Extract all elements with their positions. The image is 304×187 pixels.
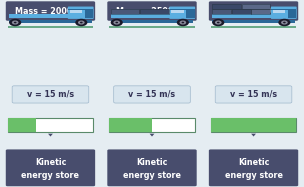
Text: Kinetic: Kinetic — [35, 158, 66, 167]
FancyBboxPatch shape — [209, 1, 298, 21]
Polygon shape — [48, 134, 53, 137]
FancyBboxPatch shape — [215, 86, 292, 103]
Bar — [211, 26, 296, 28]
Bar — [8, 118, 93, 132]
FancyBboxPatch shape — [107, 1, 197, 21]
FancyBboxPatch shape — [209, 149, 298, 186]
Bar — [111, 9, 140, 14]
Circle shape — [78, 20, 85, 24]
Bar — [109, 118, 195, 132]
Circle shape — [180, 20, 186, 24]
Bar — [109, 26, 195, 28]
FancyBboxPatch shape — [114, 86, 190, 103]
Bar — [288, 10, 296, 18]
Circle shape — [75, 19, 88, 26]
Circle shape — [113, 20, 120, 24]
Text: Kinetic: Kinetic — [238, 158, 269, 167]
Bar — [212, 20, 295, 23]
Text: energy store: energy store — [123, 171, 181, 180]
Text: Mass = 3000 kg: Mass = 3000 kg — [218, 7, 289, 16]
Bar — [70, 9, 82, 13]
Bar — [85, 10, 93, 18]
Bar — [140, 9, 169, 14]
Bar — [242, 4, 270, 9]
Bar — [212, 14, 276, 18]
Circle shape — [9, 19, 21, 26]
Bar — [109, 118, 152, 132]
FancyBboxPatch shape — [271, 7, 297, 19]
Bar — [211, 118, 296, 132]
Bar — [211, 118, 296, 132]
Bar — [212, 9, 231, 14]
Bar — [271, 9, 296, 10]
Bar — [186, 10, 195, 18]
Bar — [111, 9, 140, 14]
Text: v = 15 m/s: v = 15 m/s — [128, 90, 176, 99]
Text: energy store: energy store — [22, 171, 79, 180]
Circle shape — [278, 19, 291, 26]
Bar — [171, 9, 184, 13]
Circle shape — [177, 19, 189, 26]
Circle shape — [116, 22, 118, 23]
Text: Mass = 2000 kg: Mass = 2000 kg — [15, 7, 86, 16]
Text: v = 15 m/s: v = 15 m/s — [230, 90, 277, 99]
Bar — [140, 9, 169, 14]
Bar — [232, 9, 250, 14]
Bar — [9, 14, 73, 18]
Text: energy store: energy store — [225, 171, 282, 180]
Bar — [232, 9, 250, 14]
Circle shape — [181, 22, 184, 23]
Circle shape — [80, 22, 83, 23]
FancyBboxPatch shape — [169, 7, 195, 19]
FancyBboxPatch shape — [12, 86, 89, 103]
Bar — [8, 118, 36, 132]
Bar — [170, 9, 195, 10]
Bar — [251, 9, 270, 14]
Polygon shape — [251, 134, 256, 137]
Bar — [8, 26, 93, 28]
Circle shape — [111, 19, 123, 26]
Bar — [9, 20, 92, 23]
Circle shape — [217, 22, 219, 23]
Text: Kinetic: Kinetic — [136, 158, 168, 167]
Circle shape — [215, 20, 222, 24]
Circle shape — [283, 22, 286, 23]
FancyBboxPatch shape — [107, 149, 197, 186]
Bar — [212, 4, 241, 9]
Bar — [251, 9, 270, 14]
Bar — [273, 9, 285, 13]
Bar — [242, 4, 270, 9]
FancyBboxPatch shape — [68, 7, 94, 19]
Text: Mass = 2500 kg: Mass = 2500 kg — [116, 7, 188, 16]
FancyBboxPatch shape — [6, 149, 95, 186]
Polygon shape — [150, 134, 154, 137]
Circle shape — [12, 20, 19, 24]
Text: v = 15 m/s: v = 15 m/s — [27, 90, 74, 99]
Circle shape — [281, 20, 288, 24]
Bar — [111, 14, 174, 18]
FancyBboxPatch shape — [6, 1, 95, 21]
Bar — [68, 9, 93, 10]
Circle shape — [14, 22, 16, 23]
Circle shape — [212, 19, 224, 26]
Bar — [212, 9, 231, 14]
Bar — [212, 4, 241, 9]
Bar — [111, 20, 193, 23]
